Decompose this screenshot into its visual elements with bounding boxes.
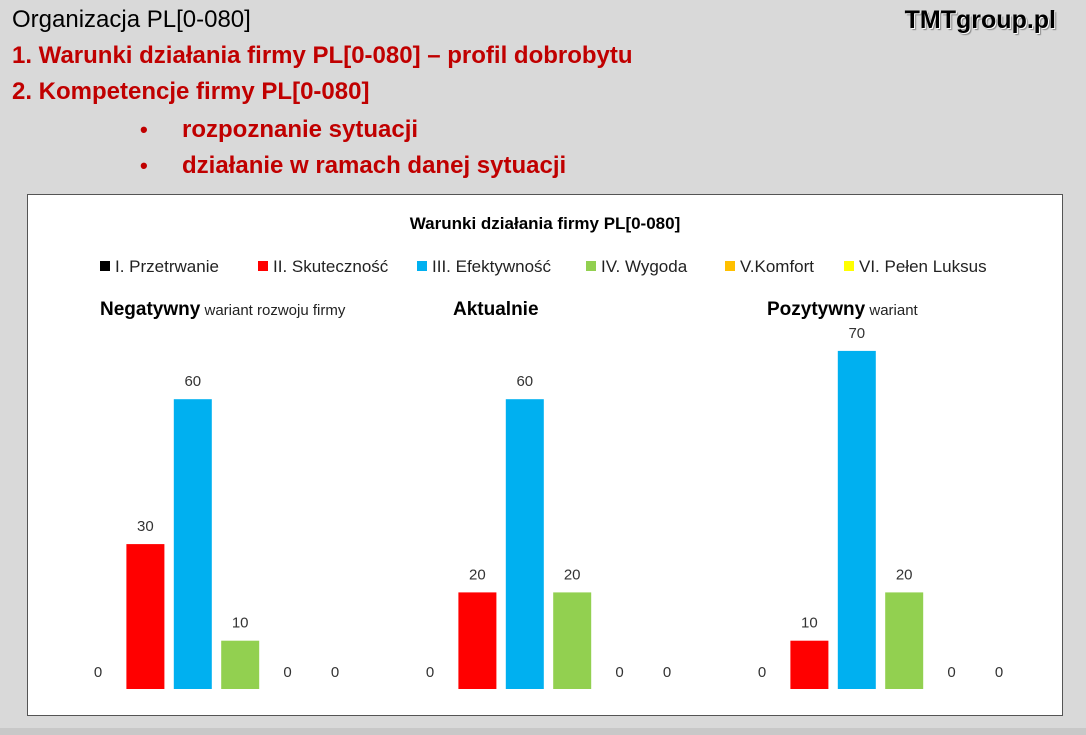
data-label-panel3-series6: 0 [995,664,1003,681]
bullet-text-2: działanie w ramach danej sytuacji [182,152,567,179]
data-label-panel2-series4: 20 [564,566,581,583]
bar-panel3-series3 [837,350,876,689]
legend-swatch-2 [258,261,268,271]
bullet-item-1: • rozpoznanie sytuacji [140,116,418,144]
agenda-point-2: 2. Kompetencje firmy PL[0-080] [12,78,370,105]
data-label-panel1-series2: 30 [137,518,154,535]
slide-bottom-strip [0,728,1086,735]
legend-label-2: II. Skuteczność [273,257,389,276]
data-label-panel1-series6: 0 [331,664,339,681]
legend-swatch-1 [100,261,110,271]
bullet-text-1: rozpoznanie sytuacji [182,116,419,143]
data-label-panel2-series6: 0 [663,664,671,681]
brand-logo-text: TMTgroup.pl [904,6,1056,34]
chart-frame: Warunki działania firmy PL[0-080] I. Prze… [27,194,1063,716]
data-label-panel1-series5: 0 [283,664,291,681]
legend-label-5: V.Komfort [740,257,814,276]
data-label-panel1-series3: 60 [184,373,201,390]
data-label-panel1-series4: 10 [232,615,249,632]
legend-label-4: IV. Wygoda [601,257,688,276]
bullet-item-2: • działanie w ramach danej sytuacji [140,152,566,180]
bar-panel1-series3 [173,399,212,689]
data-label-panel2-series3: 60 [516,373,533,390]
agenda-point-1: 1. Warunki działania firmy PL[0-080] – p… [12,42,633,69]
bullet-dot: • [140,117,148,142]
slide-header: Organizacja PL[0-080] TMTgroup.pl 1. War… [0,0,1086,190]
legend-swatch-3 [417,261,427,271]
organization-title: Organizacja PL[0-080] [12,6,251,33]
bar-panel3-series2 [790,640,829,689]
legend-swatch-6 [844,261,854,271]
bar-panel1-series4 [221,640,260,689]
data-label-panel3-series1: 0 [758,664,766,681]
data-label-panel2-series5: 0 [615,664,623,681]
legend-swatch-5 [725,261,735,271]
panel-title-3: Pozytywny wariant [767,299,919,320]
legend-label-6: VI. Pełen Luksus [859,257,987,276]
data-label-panel3-series3: 70 [848,325,865,342]
bar-panel2-series2 [458,592,497,689]
bar-panel2-series3 [505,399,544,689]
bar-panel2-series4 [553,592,592,689]
data-label-panel2-series1: 0 [426,664,434,681]
legend-label-3: III. Efektywność [432,257,552,276]
bar-panel1-series2 [126,544,165,689]
bar-panel3-series4 [885,592,924,689]
panel-title-1: Negatywny wariant rozwoju firmy [100,299,346,320]
chart-title: Warunki działania firmy PL[0-080] [410,214,681,233]
data-label-panel3-series4: 20 [896,566,913,583]
data-label-panel3-series5: 0 [947,664,955,681]
bullet-dot: • [140,153,148,178]
bar-chart: Warunki działania firmy PL[0-080] I. Prze… [94,214,1003,689]
data-label-panel1-series1: 0 [94,664,102,681]
legend-label-1: I. Przetrwanie [115,257,219,276]
panel-title-2: Aktualnie [453,299,539,320]
data-label-panel3-series2: 10 [801,615,818,632]
legend-swatch-4 [586,261,596,271]
data-label-panel2-series2: 20 [469,566,486,583]
